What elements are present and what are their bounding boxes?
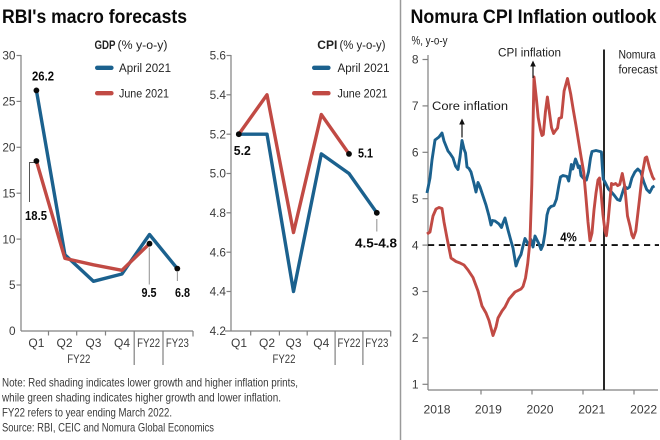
svg-text:5.6: 5.6	[210, 49, 227, 63]
svg-text:Nomura: Nomura	[619, 48, 656, 62]
svg-text:9.5: 9.5	[142, 285, 157, 300]
svg-text:FY22 refers to year ending Mar: FY22 refers to year ending March 2022.	[2, 406, 172, 420]
svg-text:7: 7	[412, 99, 419, 113]
svg-text:June 2021: June 2021	[338, 86, 388, 100]
svg-text:4: 4	[412, 238, 419, 252]
svg-text:0: 0	[9, 324, 16, 338]
svg-text:RBI's macro forecasts: RBI's macro forecasts	[2, 7, 187, 28]
svg-text:10: 10	[2, 232, 16, 246]
svg-text:4%: 4%	[560, 231, 577, 245]
svg-text:2019: 2019	[475, 403, 502, 417]
svg-text:4.5-4.8: 4.5-4.8	[355, 236, 397, 251]
svg-text:(% y-o-y): (% y-o-y)	[118, 38, 168, 52]
svg-text:1: 1	[412, 378, 419, 392]
svg-text:15: 15	[2, 186, 16, 200]
svg-text:5.2: 5.2	[210, 127, 226, 141]
svg-text:5.2: 5.2	[234, 143, 251, 158]
svg-text:6.8: 6.8	[175, 285, 190, 300]
svg-text:2018: 2018	[424, 403, 451, 417]
svg-text:18.5: 18.5	[25, 208, 47, 223]
svg-text:2020: 2020	[527, 403, 554, 417]
svg-text:Q2: Q2	[259, 336, 275, 350]
svg-text:forecast: forecast	[619, 63, 658, 77]
svg-text:Q1: Q1	[231, 336, 247, 350]
svg-text:CPI inflation: CPI inflation	[498, 46, 561, 60]
svg-text:GDP: GDP	[95, 38, 116, 52]
svg-text:Q4: Q4	[313, 336, 329, 350]
svg-text:5.4: 5.4	[210, 88, 227, 102]
svg-text:3: 3	[412, 285, 419, 299]
svg-text:April 2021: April 2021	[338, 61, 390, 75]
svg-text:Q2: Q2	[56, 336, 72, 350]
svg-text:Q3: Q3	[285, 336, 301, 350]
svg-text:26.2: 26.2	[32, 69, 54, 84]
svg-text:5.0: 5.0	[210, 167, 227, 181]
svg-text:Note: Red shading indicates lo: Note: Red shading indicates lower growth…	[2, 376, 298, 390]
svg-text:2: 2	[412, 331, 419, 345]
svg-text:5: 5	[412, 192, 419, 206]
svg-text:%, y-o-y: %, y-o-y	[412, 35, 448, 48]
svg-text:FY23: FY23	[365, 336, 388, 350]
svg-text:Q4: Q4	[114, 336, 130, 350]
svg-text:April 2021: April 2021	[119, 61, 171, 75]
svg-text:Nomura CPI Inflation outlook: Nomura CPI Inflation outlook	[411, 7, 657, 28]
svg-text:5.1: 5.1	[358, 146, 373, 161]
svg-text:FY22: FY22	[137, 336, 160, 350]
svg-text:(% y-o-y): (% y-o-y)	[340, 38, 386, 52]
svg-text:30: 30	[2, 49, 16, 63]
svg-text:20: 20	[2, 141, 16, 155]
svg-text:6: 6	[412, 146, 419, 160]
svg-text:FY22: FY22	[273, 352, 296, 366]
svg-text:FY23: FY23	[166, 336, 189, 350]
svg-text:Q1: Q1	[28, 336, 44, 350]
svg-text:Source: RBI, CEIC and Nomura G: Source: RBI, CEIC and Nomura Global Econ…	[2, 421, 214, 435]
svg-text:4.6: 4.6	[210, 245, 227, 259]
svg-text:2022: 2022	[630, 403, 657, 417]
svg-text:2021: 2021	[578, 403, 605, 417]
svg-text:while green shading indicates: while green shading indicates higher gro…	[1, 391, 281, 405]
svg-text:25: 25	[2, 95, 16, 109]
svg-text:4.8: 4.8	[210, 206, 227, 220]
svg-text:4.4: 4.4	[210, 285, 227, 299]
svg-text:June 2021: June 2021	[119, 86, 169, 100]
svg-text:Q3: Q3	[85, 336, 101, 350]
svg-text:4.2: 4.2	[210, 324, 226, 338]
svg-text:8: 8	[412, 53, 419, 67]
svg-text:CPI: CPI	[317, 38, 337, 52]
svg-text:FY22: FY22	[338, 336, 361, 350]
svg-text:FY22: FY22	[67, 352, 90, 366]
svg-text:Core inflation: Core inflation	[432, 99, 508, 113]
svg-text:5: 5	[9, 278, 16, 292]
